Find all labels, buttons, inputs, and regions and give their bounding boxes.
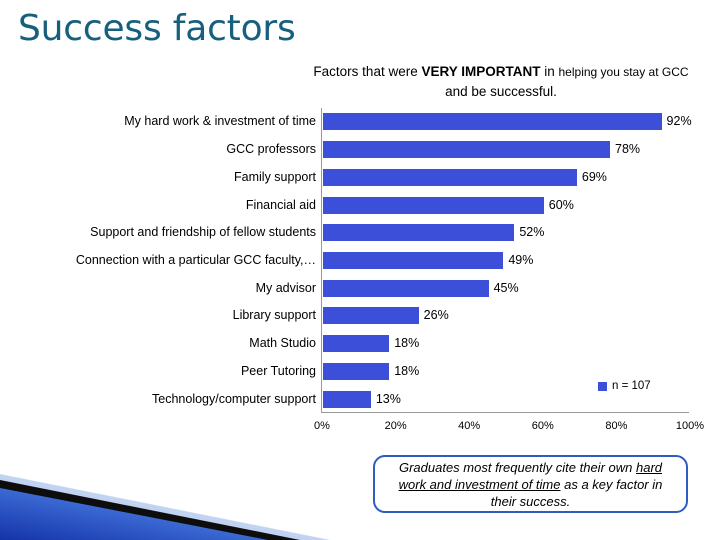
bar: [323, 279, 489, 297]
category-label: Connection with a particular GCC faculty…: [75, 253, 316, 267]
category-label: My hard work & investment of time: [124, 114, 316, 129]
legend-swatch-icon: [598, 381, 607, 391]
bar-value-label: 45%: [493, 280, 519, 295]
x-axis-tick: 40%: [458, 420, 481, 432]
x-axis: 0% 20% 40% 60% 80% 100%: [314, 414, 704, 436]
category-labels: My hard work & investment of time GCC pro…: [0, 108, 316, 413]
bar: [323, 307, 419, 325]
callout-text-post: as a key factor in their success.: [490, 476, 663, 509]
x-axis-tick: 80%: [605, 420, 628, 432]
x-axis-tick: 100%: [675, 420, 705, 432]
bar-value-label: 18%: [394, 336, 420, 351]
x-axis-tick: 0%: [314, 420, 330, 432]
category-label: Financial aid: [245, 197, 316, 212]
bar-value-label: 26%: [423, 308, 449, 323]
bar-value-label: 18%: [394, 363, 420, 378]
chart-legend: n = 107: [598, 380, 651, 392]
category-label: Library support: [232, 308, 316, 323]
bar-value-label: 92%: [666, 114, 692, 129]
plot-area: 92% 78% 69% 60% 52% 49% 45% 26% 18% 18% 13%: [321, 108, 692, 413]
category-label: Family support: [234, 169, 316, 184]
decorative-corner: [0, 474, 330, 540]
x-axis-tick: 20%: [384, 420, 407, 432]
category-label: My advisor: [255, 280, 316, 295]
bar-value-label: 60%: [548, 197, 574, 212]
bar: [323, 168, 577, 186]
chart-heading-small: helping you stay at GCC: [558, 65, 689, 79]
category-label: GCC professors: [226, 142, 316, 157]
bar: [323, 196, 544, 214]
chart-heading-line2: and be successful.: [445, 84, 557, 99]
bar: [323, 362, 390, 380]
bar-value-label: 52%: [519, 225, 545, 240]
category-label: Peer Tutoring: [240, 363, 316, 378]
bar-value-label: 49%: [508, 253, 534, 267]
bar-chart: My hard work & investment of time GCC pro…: [0, 108, 720, 438]
x-axis-tick: 60%: [531, 420, 554, 432]
chart-heading-emphasis: VERY IMPORTANT: [421, 64, 541, 79]
callout-text-underline: hard work and investment of time: [398, 459, 663, 492]
category-label: Support and friendship of fellow student…: [90, 225, 316, 240]
chart-heading-part2: in: [540, 64, 559, 79]
legend-label: n = 107: [612, 380, 651, 392]
bar: [323, 141, 611, 159]
bar-value-label: 13%: [375, 391, 401, 406]
category-label: Math Studio: [249, 336, 316, 351]
bar: [323, 224, 515, 242]
chart-heading-part1: Factors that were: [313, 64, 422, 79]
chart-heading: Factors that were VERY IMPORTANT in help…: [292, 62, 710, 102]
bar: [323, 390, 371, 408]
bar-value-label: 78%: [615, 142, 641, 157]
bar: [323, 113, 662, 131]
category-label: Technology/computer support: [152, 391, 316, 406]
callout-text-pre: Graduates most frequently cite their own: [398, 459, 636, 475]
bar-value-label: 69%: [581, 169, 607, 184]
page-title: Success factors: [18, 8, 296, 49]
bar: [323, 252, 504, 269]
callout-box: Graduates most frequently cite their own…: [373, 455, 688, 513]
bar: [323, 335, 390, 353]
